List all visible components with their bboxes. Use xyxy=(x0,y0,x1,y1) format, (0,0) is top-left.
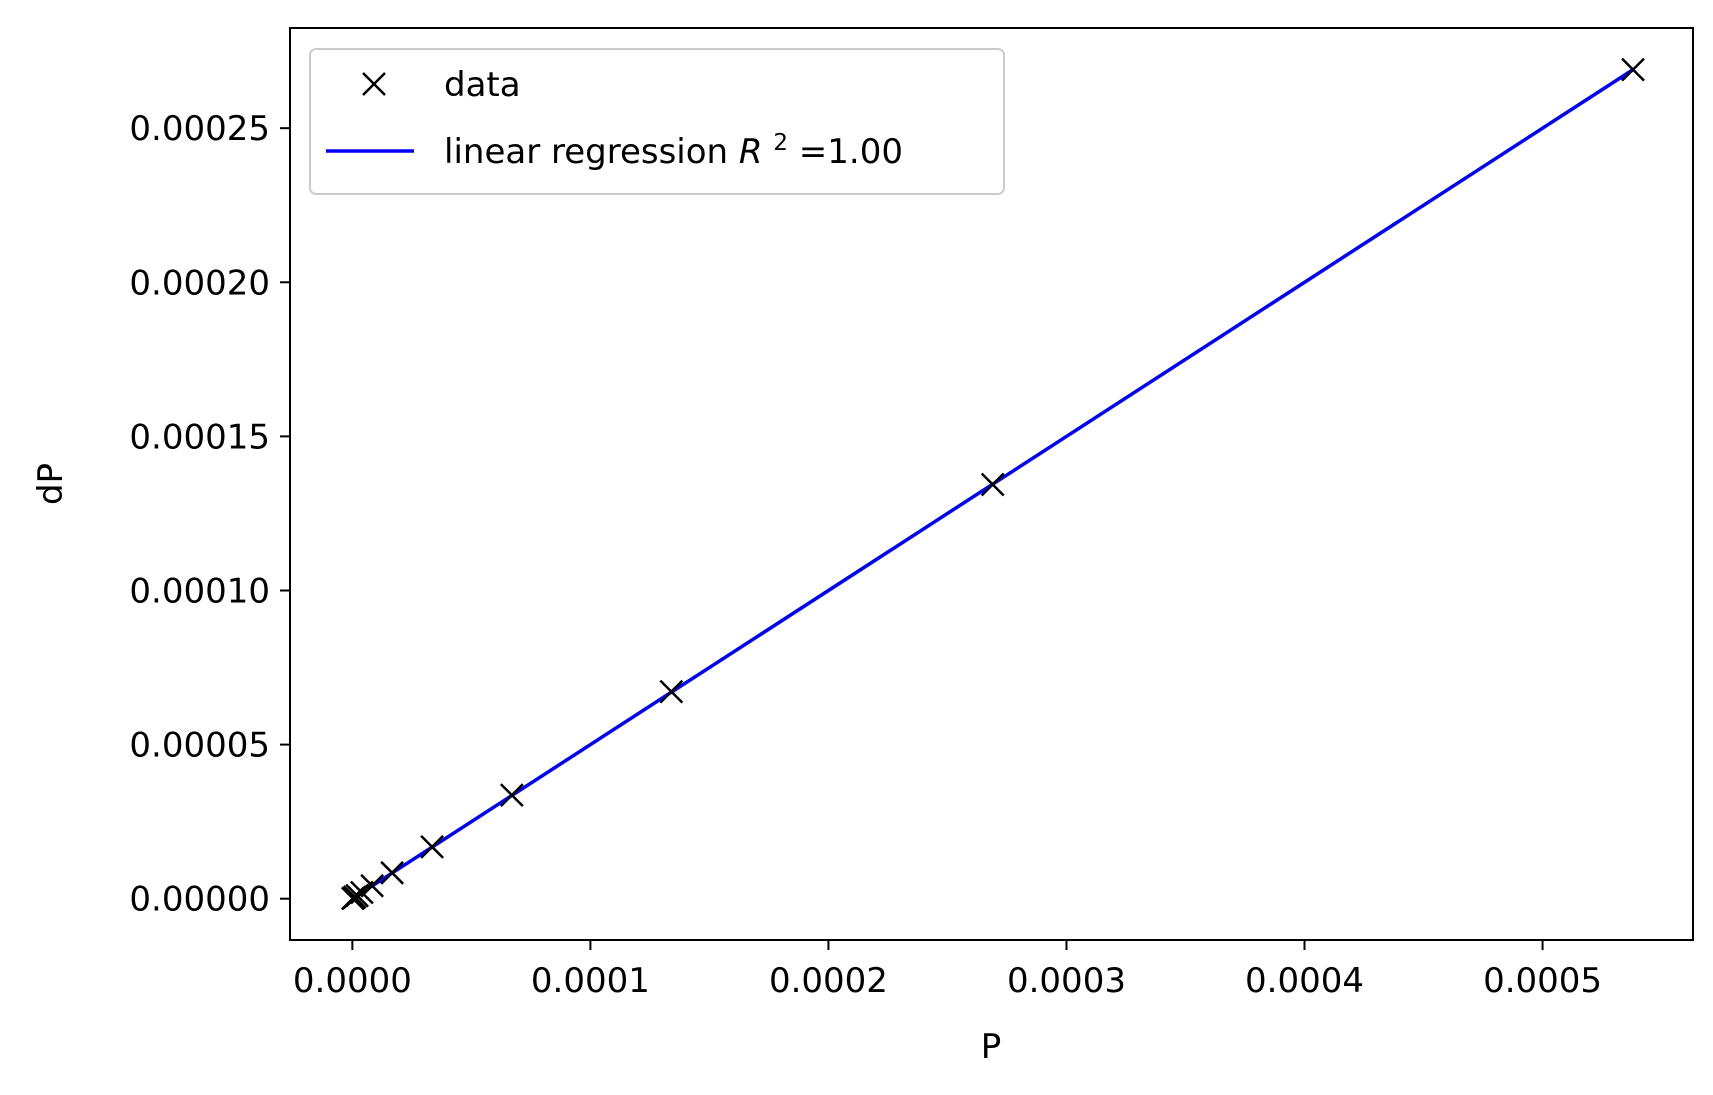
data-point-9-stroke-b xyxy=(659,679,684,704)
x-tick-label-1: 0.0001 xyxy=(531,961,650,1001)
legend-label-regression: linear regression R 2 =1.00 xyxy=(444,119,903,172)
data-point-4 xyxy=(350,880,374,905)
y-tick-label-3: 0.00015 xyxy=(129,417,270,457)
legend: data linear regression R 2 =1.00 xyxy=(309,48,1005,195)
x-tick-label-0: 0.0000 xyxy=(293,961,412,1001)
y-tick-label-4: 0.00020 xyxy=(129,263,270,303)
data-point-11 xyxy=(1621,57,1645,82)
legend-label-regression-symbol: R xyxy=(739,132,763,172)
legend-box xyxy=(309,48,1005,195)
data-point-5 xyxy=(360,873,385,898)
x-tick-label-4: 0.0004 xyxy=(1245,961,1364,1001)
data-point-8 xyxy=(499,783,524,808)
legend-label-data: data xyxy=(444,65,521,105)
plot-frame xyxy=(289,27,1694,941)
x-axis-label: P xyxy=(981,1027,1002,1067)
data-point-6-stroke-b xyxy=(380,860,405,885)
y-tick-label-1: 0.00005 xyxy=(129,726,270,766)
data-point-10 xyxy=(980,472,1005,497)
data-point-5-stroke-b xyxy=(360,873,385,898)
data-layer xyxy=(340,57,1645,911)
x-tick-label-2: 0.0002 xyxy=(769,961,888,1001)
data-point-11-stroke-b xyxy=(1621,57,1645,82)
data-point-10-stroke-b xyxy=(980,472,1005,497)
y-axis-ticks: 0.00000 0.00005 0.00010 0.00015 0.00020 0.000… xyxy=(129,109,290,920)
data-point-6 xyxy=(380,860,405,885)
data-point-8-stroke-b xyxy=(499,783,524,808)
y-tick-label-2: 0.00010 xyxy=(129,571,270,611)
data-point-7 xyxy=(420,835,444,859)
data-point-7-stroke-b xyxy=(420,835,444,859)
legend-label-regression-suffix: =1.00 xyxy=(799,132,903,172)
legend-label-regression-superscript: 2 xyxy=(773,130,788,156)
y-tick-label-0: 0.00000 xyxy=(129,880,270,920)
legend-label-regression-text: linear regression xyxy=(444,132,739,172)
legend-marker-x xyxy=(362,72,386,96)
y-axis-label: dP xyxy=(31,463,71,505)
x-axis-ticks: 0.0000 0.0001 0.0002 0.0003 0.0004 0.0005 xyxy=(293,940,1602,1001)
data-point-9 xyxy=(659,679,684,704)
x-tick-label-3: 0.0003 xyxy=(1007,961,1126,1001)
y-tick-label-5: 0.00025 xyxy=(129,109,270,149)
x-tick-label-5: 0.0005 xyxy=(1483,961,1602,1001)
data-point-4-stroke-b xyxy=(350,880,374,905)
